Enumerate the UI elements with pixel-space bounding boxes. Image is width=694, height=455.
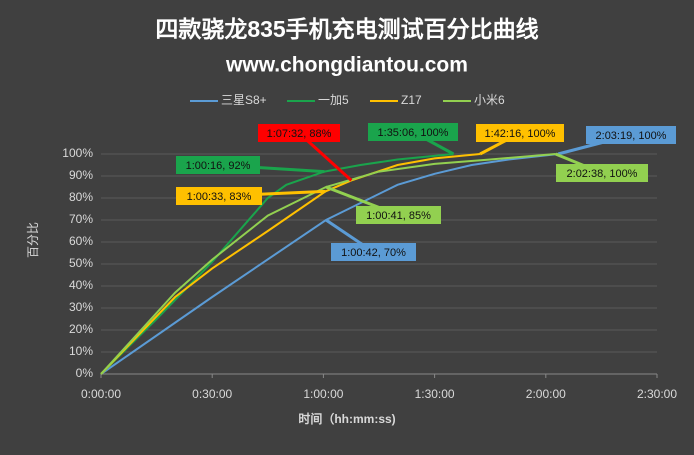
annotation-label: 1:42:16, 100% [485,128,556,140]
annotation-box [356,206,441,224]
y-axis-title: 百分比 [26,222,40,258]
y-tick-label: 40% [69,278,93,292]
annotation-box [331,243,416,261]
y-tick-label: 80% [69,190,93,204]
y-tick-label: 50% [69,256,93,270]
series-line [100,153,454,375]
annotation-label: 1:35:06, 100% [378,127,449,139]
annotation-label: 2:02:38, 100% [567,168,638,180]
annotation-box [586,126,676,144]
y-tick-label: 100% [62,146,93,160]
annotation-box [258,124,340,142]
chart-subtitle: www.chongdiantou.com [225,54,468,77]
x-tick-label: 0:00:00 [81,387,121,401]
annotation-box [556,164,648,182]
x-axis-title: 时间（hh:mm:ss) [298,411,395,426]
legend-label: 三星S8+ [221,93,267,107]
annotation-label: 1:07:32, 88% [267,128,332,140]
legend-label: 一加5 [318,93,349,107]
annotation-label: 1:00:41, 85% [366,210,431,222]
annotation-box [176,156,260,174]
x-tick-label: 1:00:00 [303,387,343,401]
x-tick-label: 1:30:00 [415,387,455,401]
y-tick-label: 30% [69,300,93,314]
annotation-box [476,124,564,142]
annotation-label: 1:00:16, 92% [186,160,251,172]
y-tick-label: 60% [69,234,93,248]
annotation-label: 2:03:19, 100% [596,130,667,142]
annotation-label: 1:00:33, 83% [187,191,252,203]
x-tick-label: 0:30:00 [192,387,232,401]
annotation-label: 1:00:42, 70% [341,247,406,259]
annotation-box [176,187,262,205]
series-line [100,153,481,375]
y-tick-label: 0% [76,366,94,380]
x-tick-label: 2:00:00 [526,387,566,401]
series-line [100,153,559,375]
y-tick-label: 90% [69,168,93,182]
y-tick-label: 10% [69,344,93,358]
y-tick-label: 20% [69,322,93,336]
x-tick-label: 2:30:00 [637,387,677,401]
legend-label: 小米6 [474,93,505,107]
annotation-box [368,123,458,141]
y-tick-label: 70% [69,212,93,226]
legend-label: Z17 [401,93,422,107]
chart-title: 四款骁龙835手机充电测试百分比曲线 [155,16,538,42]
